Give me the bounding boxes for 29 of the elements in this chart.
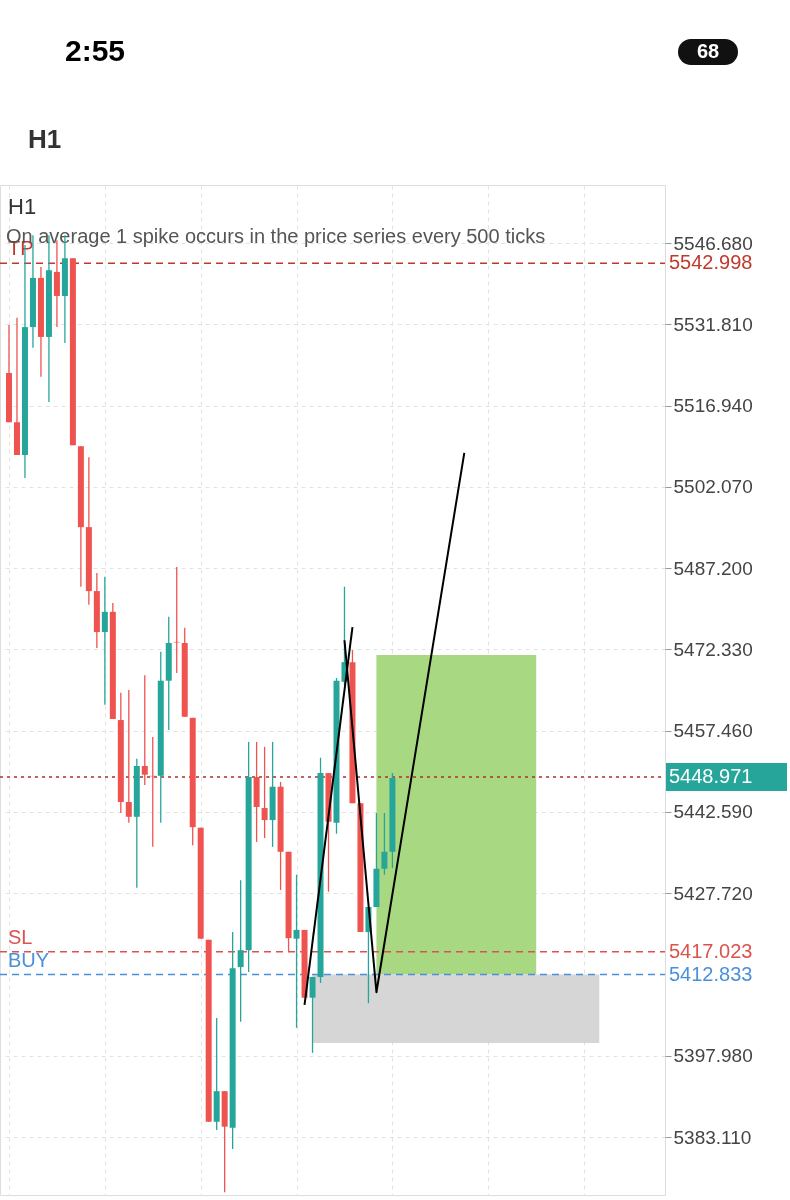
candlestick (381, 812, 388, 876)
text: 68 (696, 40, 720, 62)
candlestick (141, 674, 148, 786)
ref-line-label: BUY (8, 948, 50, 971)
y-tick-label: 5397.980 (673, 1045, 753, 1067)
y-tick-label: 5546.680 (673, 232, 753, 254)
candlestick (101, 576, 108, 706)
text: 5412.833 (669, 962, 753, 985)
candlestick (309, 976, 316, 1054)
y-tick-label: 5427.720 (673, 882, 753, 904)
candlestick (237, 879, 244, 1023)
chart-title: H1 (8, 194, 37, 219)
y-tick-label: 5457.460 (673, 720, 753, 742)
text: 5448.971 (669, 765, 753, 788)
y-tick-label: 5472.330 (673, 638, 753, 660)
text: 5542.998 (669, 251, 753, 274)
ref-line-label: SL (8, 925, 33, 948)
y-tick-label: 5531.810 (673, 313, 753, 335)
text: 5417.023 (669, 939, 753, 962)
candlestick (293, 874, 300, 1029)
y-tick-label: 5383.110 (673, 1126, 752, 1148)
candlestick (261, 746, 268, 839)
candlestick (125, 689, 132, 824)
text: H1 (28, 124, 62, 154)
y-tick-label: 5502.070 (673, 476, 753, 498)
y-tick-label: 5487.200 (673, 557, 753, 579)
y-tick-label: 5516.940 (673, 395, 753, 417)
text: 2:55 (64, 34, 126, 67)
y-tick-label: 5442.590 (673, 801, 753, 823)
